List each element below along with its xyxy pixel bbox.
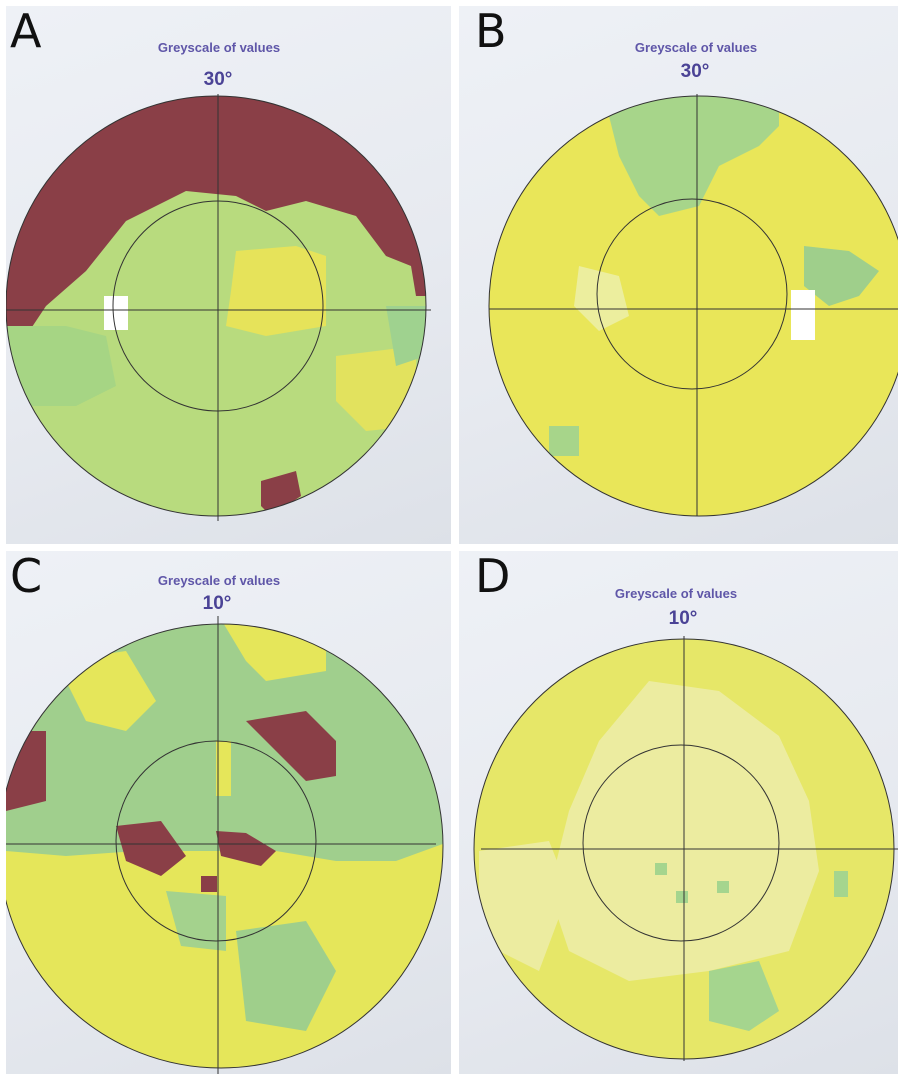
field-fill-teal bbox=[804, 246, 879, 306]
panel-letter-a: A bbox=[10, 6, 42, 58]
visual-field-map-a bbox=[6, 94, 431, 521]
field-fill-teal bbox=[609, 96, 779, 216]
field-fill-teal bbox=[6, 624, 443, 861]
field-fill-yellow bbox=[216, 741, 231, 796]
panel-c: C Greyscale of values 10° bbox=[6, 551, 451, 1074]
field-fill-green bbox=[6, 326, 116, 406]
field-fill-teal bbox=[717, 881, 729, 893]
greyscale-caption-d: Greyscale of values bbox=[614, 586, 738, 601]
panel-d: D Greyscale of values 10° bbox=[459, 551, 898, 1074]
field-fill-teal bbox=[655, 863, 667, 875]
field-fill-dark-red bbox=[116, 821, 186, 876]
field-gap-white bbox=[791, 290, 815, 340]
field-fill-dark-red bbox=[201, 876, 217, 892]
degree-label-c: 10° bbox=[202, 593, 232, 614]
degree-label-b: 30° bbox=[680, 61, 710, 82]
field-fill-dark-red bbox=[261, 471, 301, 516]
greyscale-caption-a: Greyscale of values bbox=[157, 40, 281, 55]
field-fill-teal bbox=[834, 871, 848, 897]
panel-letter-c: C bbox=[10, 551, 43, 603]
degree-label-d: 10° bbox=[668, 608, 698, 629]
field-fill-yellow bbox=[336, 346, 416, 431]
field-fill-teal bbox=[549, 426, 579, 456]
greyscale-caption-b: Greyscale of values bbox=[634, 40, 758, 55]
field-fill-teal bbox=[676, 891, 688, 903]
greyscale-caption-c: Greyscale of values bbox=[157, 573, 281, 588]
field-fill-pale-yellow bbox=[479, 841, 569, 971]
panel-a: A Greyscale of values 30° bbox=[6, 6, 451, 544]
visual-field-map-b bbox=[488, 94, 898, 517]
field-gap-white bbox=[104, 296, 128, 330]
panel-letter-d: D bbox=[475, 551, 511, 603]
field-fill-dark-red bbox=[246, 711, 336, 781]
field-fill-teal bbox=[166, 891, 226, 951]
field-fill-dark-red bbox=[216, 831, 276, 866]
panel-letter-b: B bbox=[475, 6, 507, 58]
panel-b: B Greyscale of values 30° bbox=[459, 6, 898, 544]
field-fill-teal bbox=[386, 306, 426, 366]
degree-label-a: 30° bbox=[203, 69, 233, 90]
visual-field-map-d bbox=[473, 636, 898, 1061]
field-fill-teal bbox=[709, 961, 779, 1031]
field-fill-pale-yellow bbox=[574, 266, 629, 331]
visual-field-map-c bbox=[6, 616, 444, 1074]
field-fill-teal bbox=[236, 921, 336, 1031]
field-fill-yellow bbox=[226, 246, 326, 336]
